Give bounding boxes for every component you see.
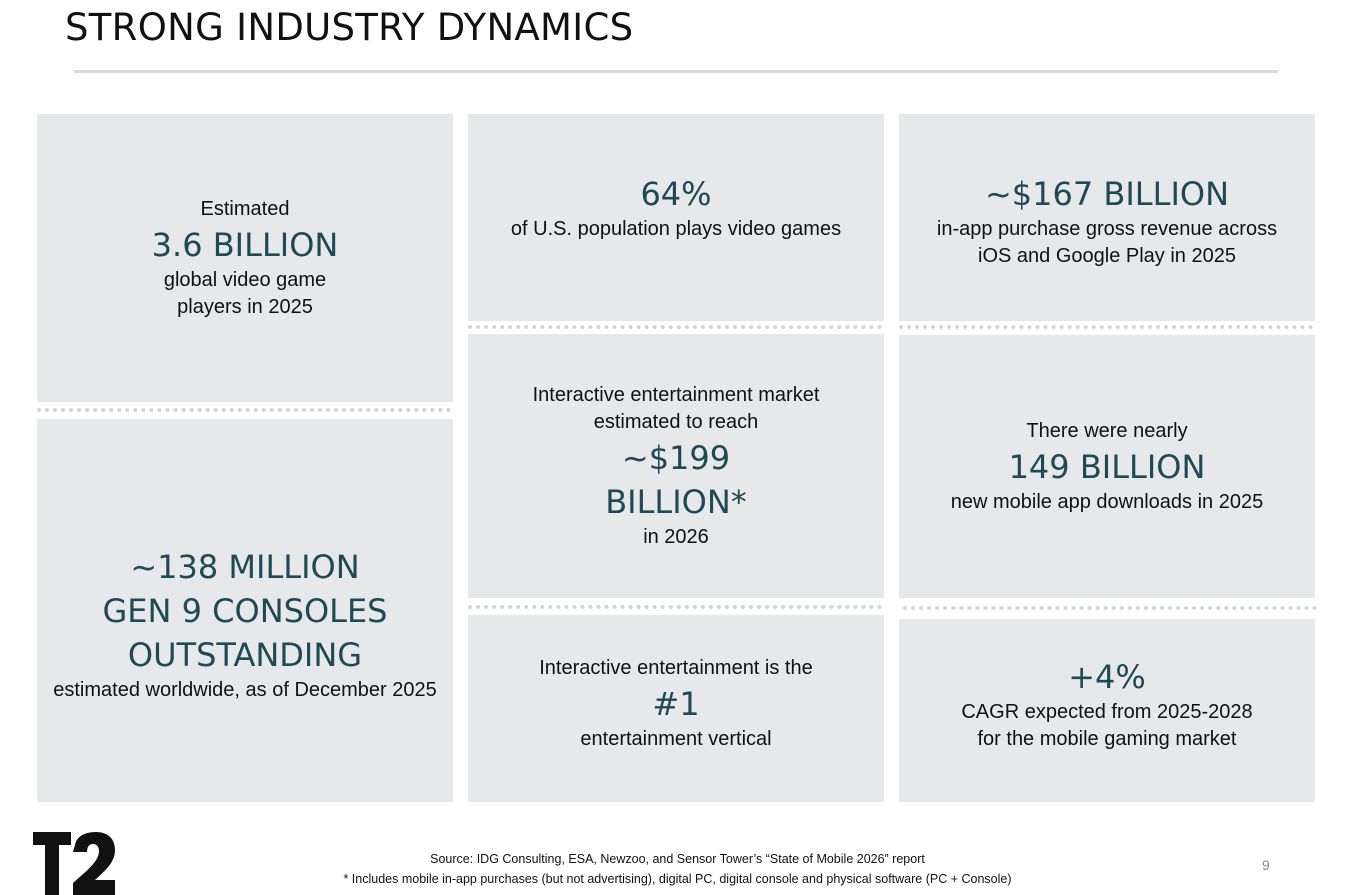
card-inapp-post-2: iOS and Google Play in 2025	[978, 245, 1236, 267]
card-mobile-cagr: +4% CAGR expected from 2025-2028 for the…	[899, 619, 1315, 802]
dotted-separator	[37, 408, 451, 412]
source-note: Source: IDG Consulting, ESA, Newzoo, and…	[0, 849, 1355, 889]
card-entertainment-vertical: Interactive entertainment is the #1 ente…	[468, 615, 884, 802]
card-cagr-post-1: CAGR expected from 2025-2028	[961, 701, 1253, 723]
title-divider	[74, 70, 1278, 73]
dotted-separator	[468, 605, 882, 609]
dotted-separator	[899, 325, 1313, 329]
card-players-pre: Estimated	[200, 197, 290, 220]
card-vertical-pre: Interactive entertainment is the	[539, 657, 813, 679]
card-population-figure: 64%	[640, 175, 712, 213]
page-number: 9	[1262, 857, 1270, 873]
card-population-post: of U.S. population plays video games	[510, 218, 842, 240]
card-players-figure: 3.6 BILLION	[151, 225, 339, 264]
t2-logo: T2	[33, 832, 115, 895]
card-consoles-post: estimated worldwide, as of December 2025	[53, 679, 437, 701]
card-gen9-consoles: ~138 MILLION GEN 9 CONSOLES OUTSTANDING …	[37, 419, 453, 802]
card-market-size: Interactive entertainment market estimat…	[468, 334, 884, 598]
card-players-post-2: players in 2025	[177, 295, 313, 318]
dotted-separator	[468, 325, 882, 329]
card-us-population: 64% of U.S. population plays video games	[468, 114, 884, 321]
card-in-app-revenue: ~$167 BILLION in-app purchase gross reve…	[899, 114, 1315, 321]
card-consoles-figure-2: GEN 9 CONSOLES	[102, 592, 388, 630]
card-global-players: Estimated 3.6 BILLION global video game …	[37, 114, 453, 402]
card-players-post-1: global video game	[163, 268, 327, 291]
card-cagr-post-2: for the mobile gaming market	[977, 728, 1237, 750]
card-consoles-figure-3: OUTSTANDING	[127, 636, 363, 674]
card-app-downloads: There were nearly 149 BILLION new mobile…	[899, 335, 1315, 598]
card-market-pre-2: estimated to reach	[593, 410, 759, 433]
card-cagr-figure: +4%	[1068, 658, 1146, 696]
card-market-figure-2: BILLION*	[605, 482, 747, 521]
card-consoles-figure-1: ~138 MILLION	[130, 548, 360, 586]
card-downloads-figure: 149 BILLION	[1008, 447, 1206, 486]
card-market-pre-1: Interactive entertainment market	[532, 383, 820, 406]
page-title: STRONG INDUSTRY DYNAMICS	[65, 6, 634, 49]
card-downloads-post: new mobile app downloads in 2025	[950, 490, 1264, 513]
source-line: Source: IDG Consulting, ESA, Newzoo, and…	[430, 852, 925, 866]
card-downloads-pre: There were nearly	[1026, 419, 1188, 442]
dotted-separator	[903, 606, 1317, 610]
card-market-post: in 2026	[643, 525, 709, 548]
card-market-figure-1: ~$199	[621, 438, 731, 477]
card-vertical-post: entertainment vertical	[580, 728, 772, 750]
card-inapp-figure: ~$167 BILLION	[984, 175, 1230, 213]
card-inapp-post-1: in-app purchase gross revenue across	[936, 218, 1278, 240]
card-vertical-figure: #1	[652, 685, 700, 723]
footnote-line: * Includes mobile in-app purchases (but …	[343, 872, 1012, 886]
